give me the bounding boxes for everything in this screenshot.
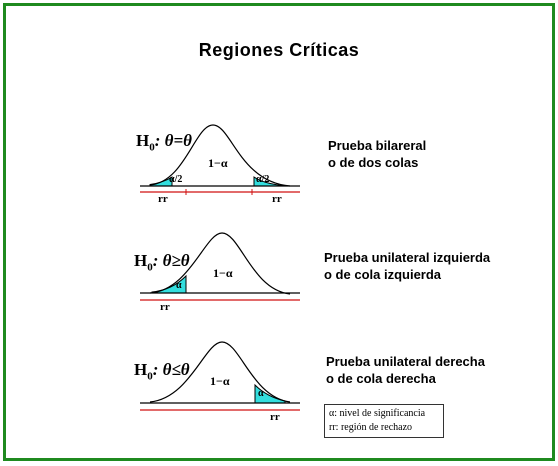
test-subtitle-right-tailed: o de cola derecha — [326, 371, 436, 386]
legend-box: α: nivel de significancia rr: región de … — [324, 404, 444, 438]
rr-label-right: rr — [272, 193, 282, 205]
panel-left-tailed — [140, 232, 300, 301]
center-label: 1−α — [208, 156, 228, 170]
legend-rr: rr: región de rechazo — [329, 422, 413, 433]
rr-label-right: rr — [270, 411, 280, 423]
tail-label-right: α/2 — [256, 174, 270, 185]
panel-right-tailed — [140, 341, 300, 411]
hypothesis-right-tailed: H0: θ≤θ — [134, 360, 190, 383]
tail-label-right: α — [258, 388, 264, 399]
tail-label-left: α/2 — [169, 174, 183, 185]
panel-two-tailed — [140, 124, 300, 195]
rr-label-left: rr — [160, 301, 170, 313]
test-subtitle-left-tailed: o de cola izquierda — [324, 267, 442, 282]
normal-curve — [149, 124, 291, 187]
legend-alpha: α: nivel de significancia — [329, 408, 426, 419]
center-label: 1−α — [213, 266, 233, 280]
test-name-right-tailed: Prueba unilateral derecha — [326, 354, 485, 369]
normal-curve — [149, 341, 291, 403]
left-tail-region — [151, 274, 187, 294]
normal-curve — [149, 232, 291, 295]
test-name-two-tailed: Prueba bilareral — [328, 138, 427, 153]
test-subtitle-two-tailed: o de dos colas — [328, 155, 419, 170]
diagram-title: Regiones Críticas — [198, 40, 360, 60]
hypothesis-left-tailed: H0: θ≥θ — [134, 251, 190, 274]
diagram-frame — [3, 3, 555, 461]
rr-label-left: rr — [158, 193, 168, 205]
test-name-left-tailed: Prueba unilateral izquierda — [324, 250, 491, 265]
center-label: 1−α — [210, 374, 230, 388]
tail-label-left: α — [176, 280, 182, 291]
hypothesis-two-tailed: H0: θ=θ — [136, 131, 192, 154]
